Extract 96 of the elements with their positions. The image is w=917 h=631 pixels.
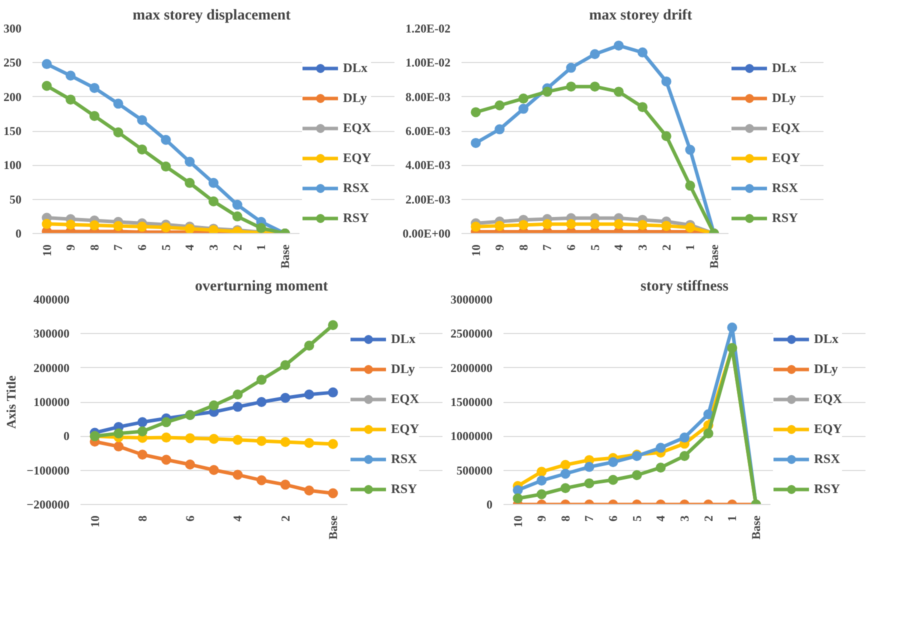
y-tick-label: 2.00E-03 <box>406 192 450 206</box>
y-tick-label: 150 <box>4 124 22 138</box>
x-tick-label: 7 <box>111 244 126 250</box>
x-tick-label: 10 <box>510 516 525 528</box>
x-tick-label: 10 <box>40 244 54 256</box>
x-tick-label: 8 <box>558 516 572 522</box>
legend-label: DLy <box>814 361 838 377</box>
x-tick-label: 9 <box>534 516 549 522</box>
legend-label: EQY <box>343 150 372 166</box>
y-tick-label: 250 <box>4 56 22 70</box>
x-tick-label: 4 <box>612 244 626 250</box>
legend-label: RSX <box>391 451 418 467</box>
y-tick-label: 3000000 <box>450 292 492 306</box>
x-tick-label: 3 <box>206 244 221 250</box>
x-tick-label: 4 <box>654 516 668 522</box>
x-tick-label: 8 <box>516 244 530 250</box>
x-tick-label: 4 <box>182 244 197 250</box>
legend-label: DLy <box>772 90 796 106</box>
legend-label: RSX <box>343 180 370 196</box>
y-axis-title: Axis Title <box>4 375 19 429</box>
chart-title: max storey displacement <box>132 8 291 24</box>
chart-title: max storey drift <box>589 8 692 24</box>
x-tick-label: 9 <box>492 244 507 250</box>
x-tick-label: 10 <box>88 516 102 528</box>
legend-label: DLx <box>772 60 797 76</box>
legend-label: RSY <box>391 481 418 497</box>
x-tick-label: 1 <box>725 516 740 522</box>
y-tick-label: 2000000 <box>450 360 492 375</box>
legend-label: DLx <box>814 331 839 347</box>
y-tick-label: 0 <box>486 498 492 512</box>
y-tick-label: 1000000 <box>450 429 492 444</box>
y-tick-label: 8.00E-03 <box>406 90 450 104</box>
x-tick-label: 7 <box>540 244 554 250</box>
x-tick-label: Base <box>706 244 721 268</box>
x-tick-label: 2 <box>659 244 674 250</box>
y-tick-label: 0.00E+00 <box>402 226 450 240</box>
y-tick-label: 2500000 <box>450 326 492 341</box>
x-tick-label: 9 <box>64 244 78 250</box>
y-tick-label: 1.00E-02 <box>406 56 450 70</box>
legend-label: DLx <box>391 331 416 347</box>
x-tick-label: 2 <box>701 516 716 522</box>
x-tick-label: 1 <box>683 244 698 250</box>
legend-label: EQY <box>772 150 800 166</box>
y-tick-label: 100 <box>4 158 22 172</box>
y-tick-label: 400000 <box>34 292 70 306</box>
legend-label: RSY <box>343 210 370 226</box>
x-tick-label: Base <box>278 244 292 268</box>
legend-label: EQX <box>343 120 372 136</box>
y-tick-label: 300 <box>4 22 22 36</box>
y-tick-label: 0 <box>16 226 22 240</box>
y-tick-label: 1500000 <box>450 395 492 409</box>
legend-label: EQY <box>391 421 420 437</box>
x-tick-label: Base <box>748 514 763 540</box>
legend-label: RSX <box>772 180 798 196</box>
x-tick-label: 2 <box>278 516 292 522</box>
x-tick-label: 2 <box>230 244 244 250</box>
legend-label: RSX <box>814 451 840 467</box>
x-tick-label: 6 <box>183 516 198 522</box>
x-tick-label: 4 <box>230 516 245 522</box>
y-tick-label: 0 <box>64 429 70 444</box>
x-tick-label: 8 <box>135 516 150 522</box>
y-tick-label: −200000 <box>26 498 70 512</box>
x-tick-label: 8 <box>87 244 102 250</box>
y-tick-label: 100000 <box>34 395 70 409</box>
y-tick-label: 6.00E-03 <box>406 124 450 138</box>
legend-label: EQX <box>814 391 842 407</box>
legend-label: EQY <box>814 421 842 437</box>
chart-title: overturning moment <box>195 278 328 294</box>
y-tick-label: 300000 <box>34 326 70 341</box>
x-tick-label: 6 <box>564 244 578 250</box>
y-tick-label: 1.20E-02 <box>406 22 450 36</box>
legend-label: DLx <box>343 60 368 76</box>
x-tick-label: 5 <box>158 244 173 250</box>
y-tick-label: 200000 <box>34 360 70 375</box>
y-tick-label: 50 <box>10 192 22 206</box>
legend-label: EQX <box>772 120 800 136</box>
x-tick-label: Base <box>326 514 340 540</box>
legend-label: EQX <box>391 391 420 407</box>
y-tick-label: −100000 <box>26 463 70 478</box>
x-tick-label: 5 <box>630 516 644 522</box>
legend-label: RSY <box>814 481 840 497</box>
legend-label: DLy <box>391 361 415 377</box>
y-tick-label: 500000 <box>456 463 492 478</box>
x-tick-label: 3 <box>678 516 692 522</box>
x-tick-label: 6 <box>135 244 150 250</box>
x-tick-label: 3 <box>636 244 650 250</box>
chart-title: story stiffness <box>640 278 729 294</box>
y-tick-label: 4.00E-03 <box>406 158 450 172</box>
y-tick-label: 200 <box>4 90 22 104</box>
x-tick-label: 6 <box>606 516 620 522</box>
x-tick-label: 5 <box>588 244 602 250</box>
legend-label: DLy <box>343 90 367 106</box>
x-tick-label: 10 <box>468 244 483 256</box>
x-tick-label: 1 <box>254 244 268 250</box>
x-tick-label: 7 <box>582 516 596 522</box>
legend-label: RSY <box>772 210 798 226</box>
